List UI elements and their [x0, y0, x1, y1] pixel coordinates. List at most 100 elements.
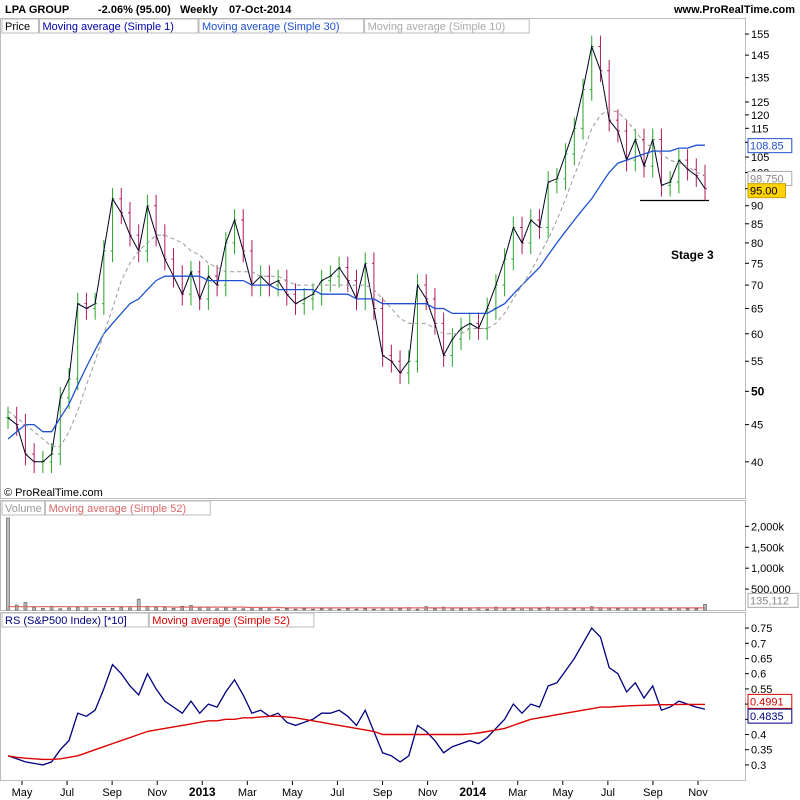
volume-bar: [572, 608, 577, 611]
x-tick-label: May: [552, 787, 573, 799]
volume-bar: [189, 605, 193, 611]
rs-panel[interactable]: [0, 612, 746, 781]
volume-bar: [685, 608, 690, 611]
volume-bar: [241, 608, 246, 611]
rs-legend-box[interactable]: [1, 612, 149, 628]
ma30-value-badge: [747, 138, 793, 154]
rs-tick-label: 0.6: [751, 669, 766, 681]
volume-legend-box[interactable]: [45, 500, 211, 516]
volume-bar: [668, 608, 672, 611]
price-legend: Price Moving average (Simple 1) Moving ave…: [1, 18, 530, 34]
volume-bar: [433, 608, 437, 611]
x-tick-label: May: [12, 787, 33, 799]
price-tick-label: 50: [751, 384, 765, 398]
price-tick-label: 145: [751, 50, 769, 62]
ma30-line: [7, 144, 705, 440]
price-tick-label: 75: [751, 258, 763, 270]
volume-bar: [546, 606, 550, 611]
volume-bar: [607, 608, 611, 611]
volume-legend-item: Moving average (Simple 52): [49, 503, 187, 515]
x-tick-label: Mar: [508, 787, 527, 799]
volume-bar: [659, 608, 664, 611]
volume-bar: [459, 608, 463, 611]
rs-ma-value-badge-text: 0.4991: [750, 696, 784, 708]
header-change: -2.06% (95.00): [98, 4, 171, 16]
volume-bar: [467, 608, 472, 611]
volume-bar: [171, 608, 176, 611]
price-tick-label: 105: [751, 152, 769, 164]
last-price-badge-text: 95.00: [750, 186, 778, 198]
price-tick-label: 120: [751, 110, 769, 122]
volume-bar: [441, 606, 446, 611]
price-tick-label: 80: [751, 238, 763, 250]
rs-tick-label: 0.65: [751, 653, 772, 665]
volume-legend-box[interactable]: [1, 500, 46, 516]
price-legend-item: Price: [5, 21, 30, 33]
volume-value-badge: [747, 592, 799, 608]
volume-bar: [6, 517, 10, 611]
volume-bar: [703, 604, 707, 611]
volume-bar: [328, 608, 333, 611]
price-tick-label: 155: [751, 29, 769, 41]
rs-line: [7, 627, 706, 766]
volume-bar: [677, 608, 681, 611]
price-legend-item: Moving average (Simple 1): [43, 21, 174, 33]
volume-tick-label: 2,000k: [751, 521, 785, 533]
rs-value-badge-text: 0.4835: [750, 711, 784, 723]
x-tick-label: 2013: [189, 785, 216, 799]
x-tick-label: Nov: [147, 787, 167, 799]
rs-tick-label: 0.4: [751, 730, 766, 742]
price-tick-label: 135: [751, 73, 769, 85]
volume-bar: [250, 608, 254, 611]
ma10-value-badge-text: 98.750: [750, 173, 784, 185]
rs-legend: RS (S&P500 Index) [*10] Moving average (S…: [1, 612, 315, 628]
volume-bar: [485, 608, 489, 611]
volume-panel[interactable]: [0, 500, 746, 611]
volume-bar: [215, 608, 219, 611]
price-legend-box[interactable]: [364, 18, 530, 34]
ma30-value-badge-text: 108.85: [750, 141, 784, 153]
volume-bar: [180, 605, 185, 611]
volume-bar: [528, 608, 533, 611]
volume-bar: [293, 608, 298, 611]
price-legend-box[interactable]: [1, 18, 39, 34]
volume-bar: [102, 608, 106, 611]
x-tick-label: Sep: [102, 787, 122, 799]
rs-legend-box[interactable]: [148, 612, 315, 628]
volume-bar: [154, 607, 158, 611]
volume-bar: [276, 608, 280, 611]
header-symbol: LPA GROUP: [5, 4, 69, 16]
price-tick-label: 85: [751, 219, 763, 231]
volume-bar: [450, 608, 455, 611]
volume-bar: [319, 608, 324, 611]
volume-bar: [372, 608, 376, 611]
x-tick-label: Mar: [238, 787, 257, 799]
x-tick-label: Sep: [373, 787, 393, 799]
volume-ma-line: [8, 606, 705, 609]
volume-bar: [642, 608, 646, 611]
price-tick-label: 40: [751, 457, 763, 469]
volume-bar: [415, 608, 420, 611]
price-legend-box[interactable]: [198, 18, 365, 34]
copyright-text: © ProRealTime.com: [4, 487, 103, 499]
volume-bar: [284, 608, 289, 611]
volume-bar: [398, 608, 402, 611]
price-panel[interactable]: [0, 18, 746, 499]
header-site[interactable]: www.ProRealTime.com: [673, 4, 795, 16]
volume-bar: [380, 608, 385, 611]
volume-bar: [311, 608, 315, 611]
volume-tick-label: 1,000k: [751, 563, 785, 575]
rs-tick-label: 0.35: [751, 745, 772, 757]
price-legend-box[interactable]: [39, 18, 199, 34]
x-tick-label: Sep: [643, 787, 663, 799]
x-tick-label: Nov: [418, 787, 438, 799]
volume-legend-item: Volume: [5, 503, 42, 515]
price-legend-item: Moving average (Simple 10): [368, 21, 506, 33]
volume-bar: [75, 607, 80, 611]
volume-bar: [41, 608, 45, 611]
volume-bar: [258, 608, 263, 611]
volume-bar: [197, 607, 202, 611]
rs-ma-value-badge: [747, 693, 793, 709]
price-tick-label: 55: [751, 356, 763, 368]
